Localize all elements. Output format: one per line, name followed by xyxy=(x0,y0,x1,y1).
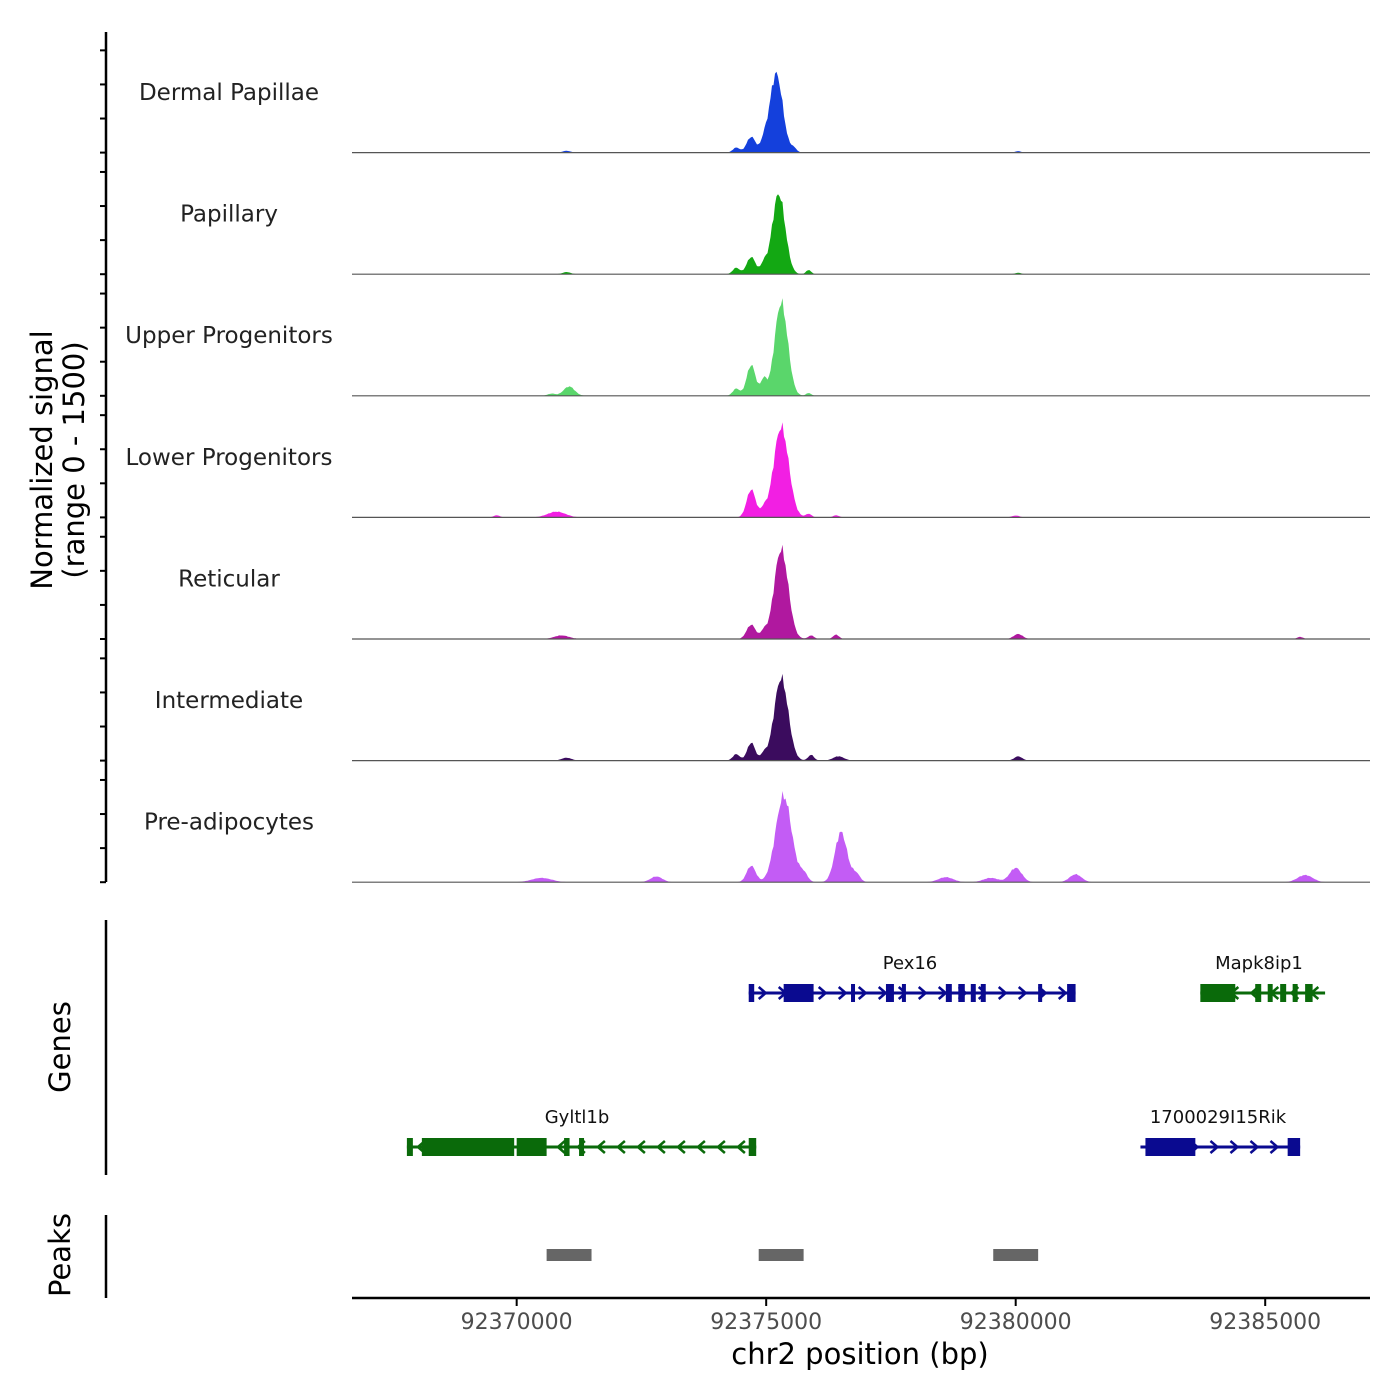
coverage-tracks: Dermal Papillae Papillary Upper Progenitor… xyxy=(100,49,1370,884)
gene-label: Mapk8ip1 xyxy=(1215,953,1303,974)
signal-area xyxy=(352,194,1370,275)
gene-exon xyxy=(1255,984,1262,1002)
track-lower-progenitors: Lower Progenitors xyxy=(100,414,1370,519)
track-upper-progenitors: Upper Progenitors xyxy=(100,292,1370,397)
y-axis-label-line1: Normalized signal xyxy=(25,330,59,589)
gene-exon xyxy=(1145,1138,1196,1156)
x-tick-label: 92370000 xyxy=(461,1310,573,1335)
track-dermal-papillae: Dermal Papillae xyxy=(100,49,1370,154)
strand-arrow xyxy=(675,1140,686,1154)
track-label: Reticular xyxy=(178,566,280,592)
gene-exon xyxy=(421,1138,515,1156)
x-axis: 92370000 92375000 92380000 92385000 xyxy=(352,1296,1370,1335)
gene-exon xyxy=(783,984,814,1002)
track-papillary: Papillary xyxy=(100,170,1370,276)
signal-area xyxy=(352,71,1370,153)
signal-area xyxy=(352,791,1370,883)
gene-exon xyxy=(970,984,976,1002)
x-tick-label: 92375000 xyxy=(710,1310,822,1335)
gene-exon xyxy=(901,984,906,1002)
strand-arrow xyxy=(917,986,928,1000)
gene-exon xyxy=(1287,1138,1301,1156)
gene-exon xyxy=(748,1138,757,1156)
signal-area xyxy=(352,544,1370,639)
gene-exon xyxy=(980,984,986,1002)
strand-arrow xyxy=(757,986,768,1000)
gene-exon xyxy=(406,1138,413,1156)
gene-exon xyxy=(1305,984,1313,1002)
gene-exon xyxy=(1292,984,1298,1002)
strand-arrow xyxy=(1017,986,1028,1000)
gene-exon xyxy=(1067,984,1076,1002)
gene-exon xyxy=(958,984,965,1002)
signal-area xyxy=(352,298,1370,396)
gene-pex16: Pex16 xyxy=(748,953,1076,1002)
track-label: Dermal Papillae xyxy=(139,80,319,106)
strand-arrow xyxy=(1269,1140,1280,1154)
gene-exon xyxy=(885,984,894,1002)
track-label: Lower Progenitors xyxy=(126,445,333,471)
gene-exon xyxy=(579,1138,585,1156)
gene-label: Pex16 xyxy=(883,953,938,974)
gene-exon xyxy=(748,984,755,1002)
strand-arrow xyxy=(937,986,948,1000)
track-label: Upper Progenitors xyxy=(125,323,333,349)
x-tick-label: 92385000 xyxy=(1209,1310,1321,1335)
peak-region xyxy=(993,1249,1039,1261)
strand-arrow xyxy=(595,1140,606,1154)
strand-arrow xyxy=(817,986,828,1000)
strand-arrow xyxy=(615,1140,626,1154)
strand-arrow xyxy=(1229,1140,1240,1154)
strand-arrow xyxy=(635,1140,646,1154)
strand-arrow xyxy=(997,986,1008,1000)
track-label: Papillary xyxy=(180,202,278,228)
x-axis-title: chr2 position (bp) xyxy=(731,1337,988,1371)
strand-arrow xyxy=(715,1140,726,1154)
gene-exon xyxy=(1200,984,1236,1002)
gene-gyltl1b: Gyltl1b xyxy=(406,1107,757,1156)
gene-exon xyxy=(564,1138,570,1156)
signal-area xyxy=(352,673,1370,761)
gene-1700029i15rik: 1700029I15Rik xyxy=(1140,1107,1301,1156)
strand-arrow xyxy=(1249,1140,1260,1154)
gene-label: Gyltl1b xyxy=(545,1107,610,1128)
gene-exon xyxy=(516,1138,547,1156)
gene-exon xyxy=(1038,984,1043,1002)
strand-arrow xyxy=(695,1140,706,1154)
track-intermediate: Intermediate xyxy=(100,657,1370,762)
gene-mapk8ip1: Mapk8ip1 xyxy=(1200,953,1326,1002)
gene-label: 1700029I15Rik xyxy=(1150,1107,1287,1128)
strand-arrow xyxy=(857,986,868,1000)
strand-arrow xyxy=(735,1140,746,1154)
track-reticular: Reticular xyxy=(100,535,1370,640)
x-tick-label: 92380000 xyxy=(960,1310,1072,1335)
peak-region-panel xyxy=(546,1249,1039,1261)
y-axis-label-line2: (range 0 - 1500) xyxy=(57,341,91,578)
peaks-axis-label: Peaks xyxy=(43,1213,77,1297)
track-pre-adipocytes: Pre-adipocytes xyxy=(100,778,1370,884)
gene-annotation-panel: Pex16 Mapk8ip1 Gyltl1b 1700029I15Rik xyxy=(406,953,1326,1156)
track-label: Intermediate xyxy=(155,688,303,714)
genes-axis-label: Genes xyxy=(43,1001,77,1093)
strand-arrow xyxy=(877,986,888,1000)
strand-arrow xyxy=(655,1140,666,1154)
strand-arrow xyxy=(555,1140,566,1154)
gene-exon xyxy=(1280,984,1287,1002)
gene-exon xyxy=(1267,984,1273,1002)
strand-arrow xyxy=(1209,1140,1220,1154)
strand-arrow xyxy=(837,986,848,1000)
signal-area xyxy=(352,422,1370,518)
gene-exon xyxy=(945,984,952,1002)
strand-arrow xyxy=(1057,986,1068,1000)
peak-region xyxy=(758,1249,804,1261)
peak-region xyxy=(546,1249,592,1261)
track-label: Pre-adipocytes xyxy=(144,810,314,836)
gene-exon xyxy=(851,984,856,1002)
